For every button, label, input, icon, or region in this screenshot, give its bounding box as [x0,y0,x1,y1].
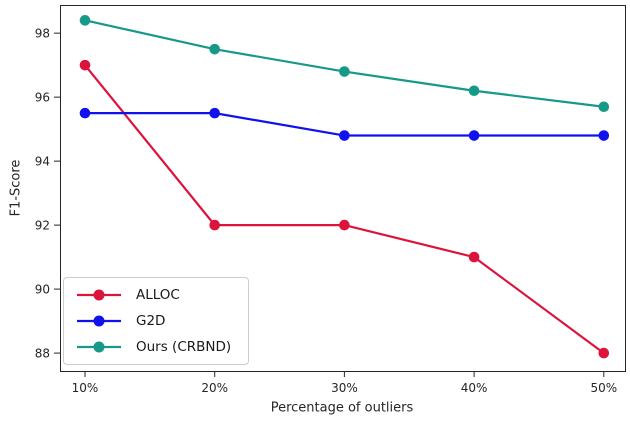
data-point [339,219,350,231]
series-alloc [79,59,610,359]
data-point [209,43,220,55]
data-point [468,251,480,263]
y-tick-label: 88 [35,347,50,361]
y-tick-label: 94 [35,155,50,169]
x-tick-label: 50% [590,381,617,395]
data-point [468,85,480,97]
series-g2d [79,107,610,141]
data-point [339,66,350,77]
legend-line-marker-icon [77,315,121,327]
legend-label: ALLOC [136,287,180,303]
series-ours-crbnd [79,15,610,113]
data-point [468,130,480,141]
data-point [79,107,91,119]
legend-line-marker-icon [77,341,121,353]
data-point [79,15,91,26]
legend-label: Ours (CRBND) [136,339,232,355]
y-tick-label: 92 [35,219,50,233]
data-point [209,219,220,231]
legend-label: G2D [136,313,166,329]
legend-item: ALLOC [76,285,238,305]
data-point [598,130,610,141]
x-axis-label: Percentage of outliers [270,400,414,416]
x-tick-label: 20% [201,381,228,395]
legend: ALLOC G2D Ours (CRBND) [63,277,249,365]
data-point [598,347,610,359]
y-tick-label: 98 [35,27,50,41]
x-tick-label: 40% [461,381,488,395]
y-axis-label: F1-Score [8,159,24,217]
data-point [79,59,91,71]
data-point [209,107,220,119]
x-tick-label: 10% [72,381,99,395]
series-line [84,19,604,108]
legend-item: G2D [76,311,238,331]
legend-item: Ours (CRBND) [76,337,238,357]
y-tick-label: 96 [35,91,50,105]
x-tick-label: 30% [331,381,358,395]
legend-line-marker-icon [77,289,121,301]
plot-border [60,5,626,372]
y-tick-label: 90 [35,283,50,297]
data-point [339,130,350,141]
data-point [598,101,610,113]
